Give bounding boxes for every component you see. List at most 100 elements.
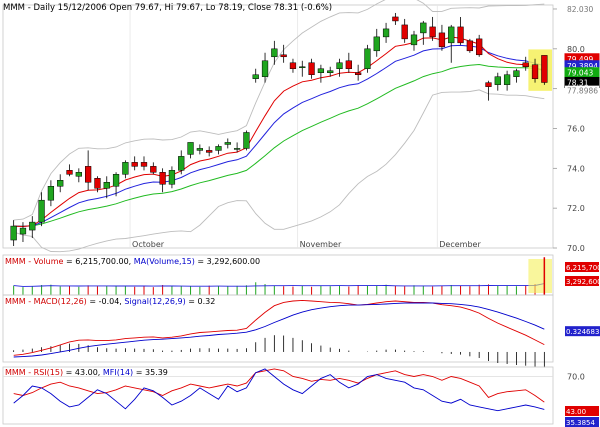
- macd-frame: [2, 294, 554, 363]
- macd-panel: MMM - MACD(12,26) = -0.04, Signal(12,26,…: [2, 294, 600, 368]
- rsi-panel: 70.0 MMM - RSI(15) = 43.00, MFI(14) = 35.…: [2, 366, 599, 427]
- month-label: November: [300, 240, 342, 249]
- candle-body: [299, 66, 306, 68]
- price-panel: October November December 70.0 72.0 74.0 76.0 7…: [2, 0, 600, 253]
- candle-body: [122, 162, 129, 175]
- candle-body: [215, 146, 222, 151]
- macd-line: [13, 299, 545, 356]
- macd-value-label-bg: [565, 326, 600, 337]
- month-label: December: [439, 240, 481, 249]
- rsi-value-label-bg: [565, 417, 599, 427]
- price-tick-label: 80.0: [567, 45, 585, 54]
- candle-body: [513, 70, 520, 77]
- ma-blue-line: [13, 44, 545, 227]
- candle-body: [280, 54, 287, 58]
- rsi-legend-part: = 43.00,: [63, 368, 103, 377]
- candle-body: [438, 32, 446, 48]
- candle-body: [410, 34, 418, 46]
- candle-body: [476, 38, 483, 56]
- ma-green-line: [13, 63, 545, 227]
- candle-body: [168, 170, 176, 185]
- rsi-tick-label: 70.0: [567, 373, 585, 382]
- price-tick-label: 76.0: [567, 124, 585, 133]
- candle-body: [224, 142, 231, 145]
- macd-legend: MMM - MACD(12,26) = -0.04, Signal(12,26,…: [5, 297, 215, 306]
- macd-legend-part: = -0.04,: [87, 297, 125, 306]
- volume-legend-part: = 3,292,600.00: [195, 257, 260, 266]
- price-value-label: 79.043: [567, 69, 593, 78]
- candle-body: [494, 76, 501, 85]
- candle-body: [159, 172, 166, 185]
- candle-body: [317, 68, 325, 73]
- candle-body: [336, 62, 343, 69]
- candle-body: [206, 150, 213, 153]
- rsi-frame: [2, 366, 554, 425]
- candle-body: [345, 60, 352, 69]
- volume-highlight: [528, 259, 552, 293]
- candle-body: [19, 227, 27, 235]
- candle-body: [448, 26, 455, 44]
- rsi-legend: MMM - RSI(15) = 43.00, MFI(14) = 35.39: [5, 368, 168, 377]
- candle-body: [420, 22, 427, 34]
- candle-body: [252, 74, 259, 79]
- candle-body: [373, 36, 380, 52]
- rsi-value-label-bg: [565, 406, 599, 416]
- price-tick-label: 72.0: [567, 204, 585, 213]
- rsi-value-label: 43.00: [566, 408, 586, 416]
- macd-legend-part: MMM - MACD(12,26): [5, 297, 87, 306]
- candle-body: [233, 148, 241, 150]
- price-value-label: 79.499: [567, 55, 593, 64]
- candle-body: [457, 26, 464, 44]
- rsi-value-label: 35.3854: [566, 419, 595, 427]
- macd-legend-part: Signal(12,26,9): [124, 297, 185, 306]
- candle-body: [66, 170, 73, 175]
- candle-body: [327, 70, 334, 73]
- candle-body: [308, 62, 315, 75]
- candle-body: [355, 72, 362, 75]
- bollinger-upper-line: [13, 0, 545, 221]
- candle-body: [38, 199, 45, 223]
- chart-header: MMM - Daily 15/12/2006 Open 79.67, Hi 79…: [3, 3, 332, 13]
- candle-body: [47, 186, 55, 201]
- candle-body: [531, 64, 539, 79]
- rsi-legend-part: MMM - RSI(15): [5, 368, 63, 377]
- macd-value-label: 0.324683: [566, 328, 599, 336]
- candle-body: [29, 221, 36, 231]
- candle-body: [541, 55, 548, 83]
- candle-body: [382, 28, 390, 38]
- price-value-label: 79.3894: [567, 62, 598, 71]
- volume-legend-part: MMM - Volume: [5, 257, 64, 266]
- rsi-line: [13, 368, 545, 403]
- candle-body: [364, 48, 371, 69]
- price-tick-label: 70.0: [567, 244, 585, 253]
- volume-legend: MMM - Volume = 6,215,700.00, MA(Volume,1…: [5, 257, 260, 266]
- volume-value-label: 6,215,700: [566, 264, 600, 272]
- rsi-legend-part: = 35.39: [133, 368, 168, 377]
- candle-body: [503, 74, 511, 85]
- volume-legend-part: MA(Volume,15): [134, 257, 195, 266]
- volume-ma-line: [13, 283, 545, 287]
- candle-body: [131, 162, 138, 167]
- month-label: October: [132, 240, 165, 249]
- candle-body: [103, 182, 110, 189]
- candle-body: [522, 62, 529, 67]
- price-frame: [2, 4, 554, 249]
- candle-body: [94, 178, 101, 189]
- candle-body: [392, 16, 399, 22]
- candle-body: [289, 62, 297, 69]
- candle-body: [178, 156, 185, 171]
- candle-body: [485, 82, 492, 87]
- ma-red-line: [13, 36, 545, 228]
- volume-value-label-bg: [565, 276, 599, 286]
- candle-body: [140, 162, 148, 167]
- volume-legend-part: = 6,215,700.00,: [63, 257, 133, 266]
- volume-value-label-bg: [565, 262, 599, 272]
- candle-body: [57, 180, 64, 187]
- rsi-legend-part: MFI(14): [103, 368, 133, 377]
- candle-body: [429, 26, 436, 38]
- candle-body: [150, 166, 157, 173]
- price-value-label-bg: [565, 85, 599, 96]
- candle-body: [401, 24, 408, 40]
- candle-body: [196, 148, 203, 151]
